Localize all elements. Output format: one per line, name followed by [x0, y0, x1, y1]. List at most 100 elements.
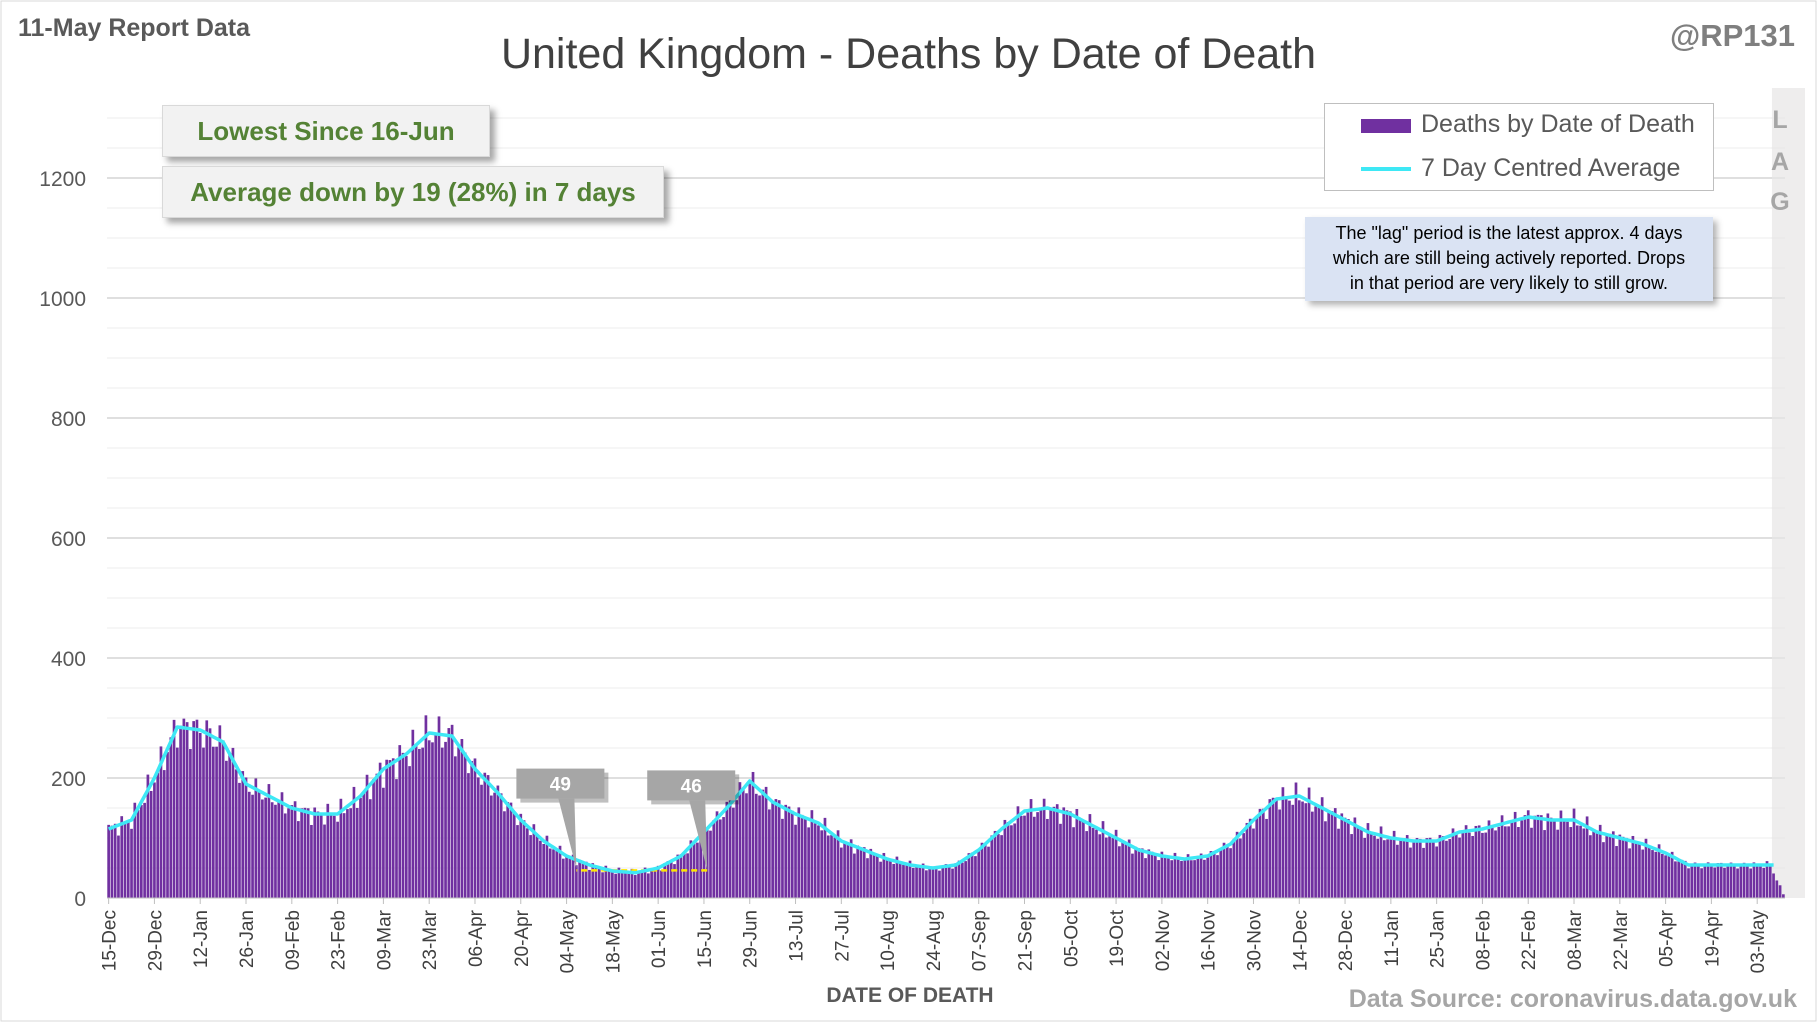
daily-bar	[215, 746, 218, 898]
x-tick-label: 08-Feb	[1473, 910, 1494, 970]
daily-bar	[1435, 846, 1438, 898]
daily-bar	[1118, 846, 1121, 898]
daily-bar	[751, 771, 755, 898]
daily-bar	[1180, 860, 1183, 898]
daily-bar	[261, 799, 264, 898]
daily-bar	[467, 773, 470, 898]
daily-bar	[1654, 851, 1658, 898]
daily-bar	[611, 871, 614, 898]
daily-bar	[329, 814, 333, 898]
daily-bar	[980, 842, 984, 898]
daily-bar	[1625, 837, 1628, 898]
daily-bar	[889, 860, 892, 898]
lag-letter: G	[1770, 188, 1790, 216]
daily-bar	[1275, 799, 1278, 898]
daily-bar	[1010, 825, 1013, 898]
daily-bar	[346, 809, 349, 898]
daily-bar	[1487, 820, 1491, 898]
daily-bar	[1373, 835, 1376, 898]
daily-bar	[1556, 829, 1560, 898]
daily-bar	[1553, 819, 1556, 898]
daily-bar	[123, 821, 127, 898]
daily-bar	[447, 728, 451, 898]
daily-bar	[424, 715, 428, 898]
x-tick-label: 18-May	[603, 910, 624, 974]
lag-note-line: The "lag" period is the latest approx. 4…	[1335, 223, 1683, 243]
daily-bar	[1402, 838, 1406, 898]
daily-bar	[1772, 873, 1775, 898]
x-tick-label: 19-Apr	[1702, 909, 1723, 967]
daily-bar	[1762, 867, 1766, 898]
daily-bar	[519, 813, 523, 898]
data-source: Data Source: coronavirus.data.gov.uk	[1348, 985, 1797, 1013]
daily-bar	[1399, 840, 1403, 898]
daily-bar	[768, 809, 771, 898]
daily-bar	[1710, 866, 1713, 898]
x-tick-label: 03-May	[1748, 910, 1769, 974]
daily-bar	[1687, 868, 1690, 898]
daily-bar	[385, 759, 389, 898]
daily-bar	[604, 865, 608, 898]
daily-bar	[1778, 885, 1782, 898]
x-axis-title: DATE OF DEATH	[826, 984, 994, 1007]
daily-bar	[1618, 834, 1622, 898]
daily-bar	[1546, 813, 1550, 898]
daily-bar	[264, 797, 267, 898]
daily-bar	[1052, 806, 1056, 898]
daily-bar	[656, 865, 660, 898]
daily-bar	[1301, 801, 1304, 898]
daily-bar	[1229, 848, 1232, 898]
x-tick-label: 08-Mar	[1565, 909, 1586, 970]
daily-bar	[512, 812, 516, 898]
daily-bar	[872, 852, 876, 898]
daily-bar	[1209, 851, 1213, 898]
daily-bar	[640, 871, 644, 898]
daily-bar	[401, 752, 405, 898]
author-handle: @RP131	[1669, 18, 1795, 53]
daily-bar	[660, 870, 663, 898]
daily-bar	[859, 847, 863, 898]
daily-bar	[529, 835, 532, 898]
daily-bar	[117, 835, 120, 898]
daily-bar	[1726, 865, 1730, 898]
daily-bar	[391, 758, 395, 898]
daily-bar	[427, 740, 431, 898]
daily-bar	[287, 808, 290, 898]
daily-bar	[1304, 803, 1308, 898]
daily-bar	[113, 823, 117, 898]
daily-bar	[1265, 818, 1268, 898]
daily-bar	[637, 872, 640, 898]
daily-bar	[558, 845, 562, 898]
daily-bar	[542, 843, 546, 898]
daily-bar	[1065, 810, 1069, 898]
daily-bar	[153, 782, 156, 898]
daily-bar	[408, 766, 411, 898]
daily-bar	[126, 821, 130, 898]
daily-bar	[1598, 824, 1602, 898]
daily-bar	[1075, 808, 1079, 898]
daily-bar	[146, 774, 150, 898]
daily-bar	[597, 867, 601, 898]
daily-bar	[182, 718, 186, 898]
marker-box	[516, 768, 605, 799]
daily-bar	[1317, 806, 1321, 898]
daily-bar	[1235, 831, 1239, 898]
daily-bar	[1559, 810, 1563, 898]
daily-bar	[777, 800, 781, 898]
daily-bar	[1111, 837, 1115, 898]
daily-bar	[1255, 816, 1259, 898]
daily-bar	[355, 807, 359, 898]
daily-bar	[1592, 831, 1595, 898]
daily-bar	[1376, 838, 1380, 898]
daily-bar	[1700, 868, 1703, 898]
daily-bar	[1415, 837, 1419, 898]
daily-bar	[581, 861, 585, 898]
daily-bar	[539, 840, 542, 898]
daily-bar	[228, 753, 232, 898]
daily-bar	[578, 859, 581, 898]
daily-bar	[192, 721, 196, 898]
daily-bar	[1736, 868, 1739, 898]
daily-bar	[156, 772, 160, 898]
daily-bar	[833, 837, 837, 898]
